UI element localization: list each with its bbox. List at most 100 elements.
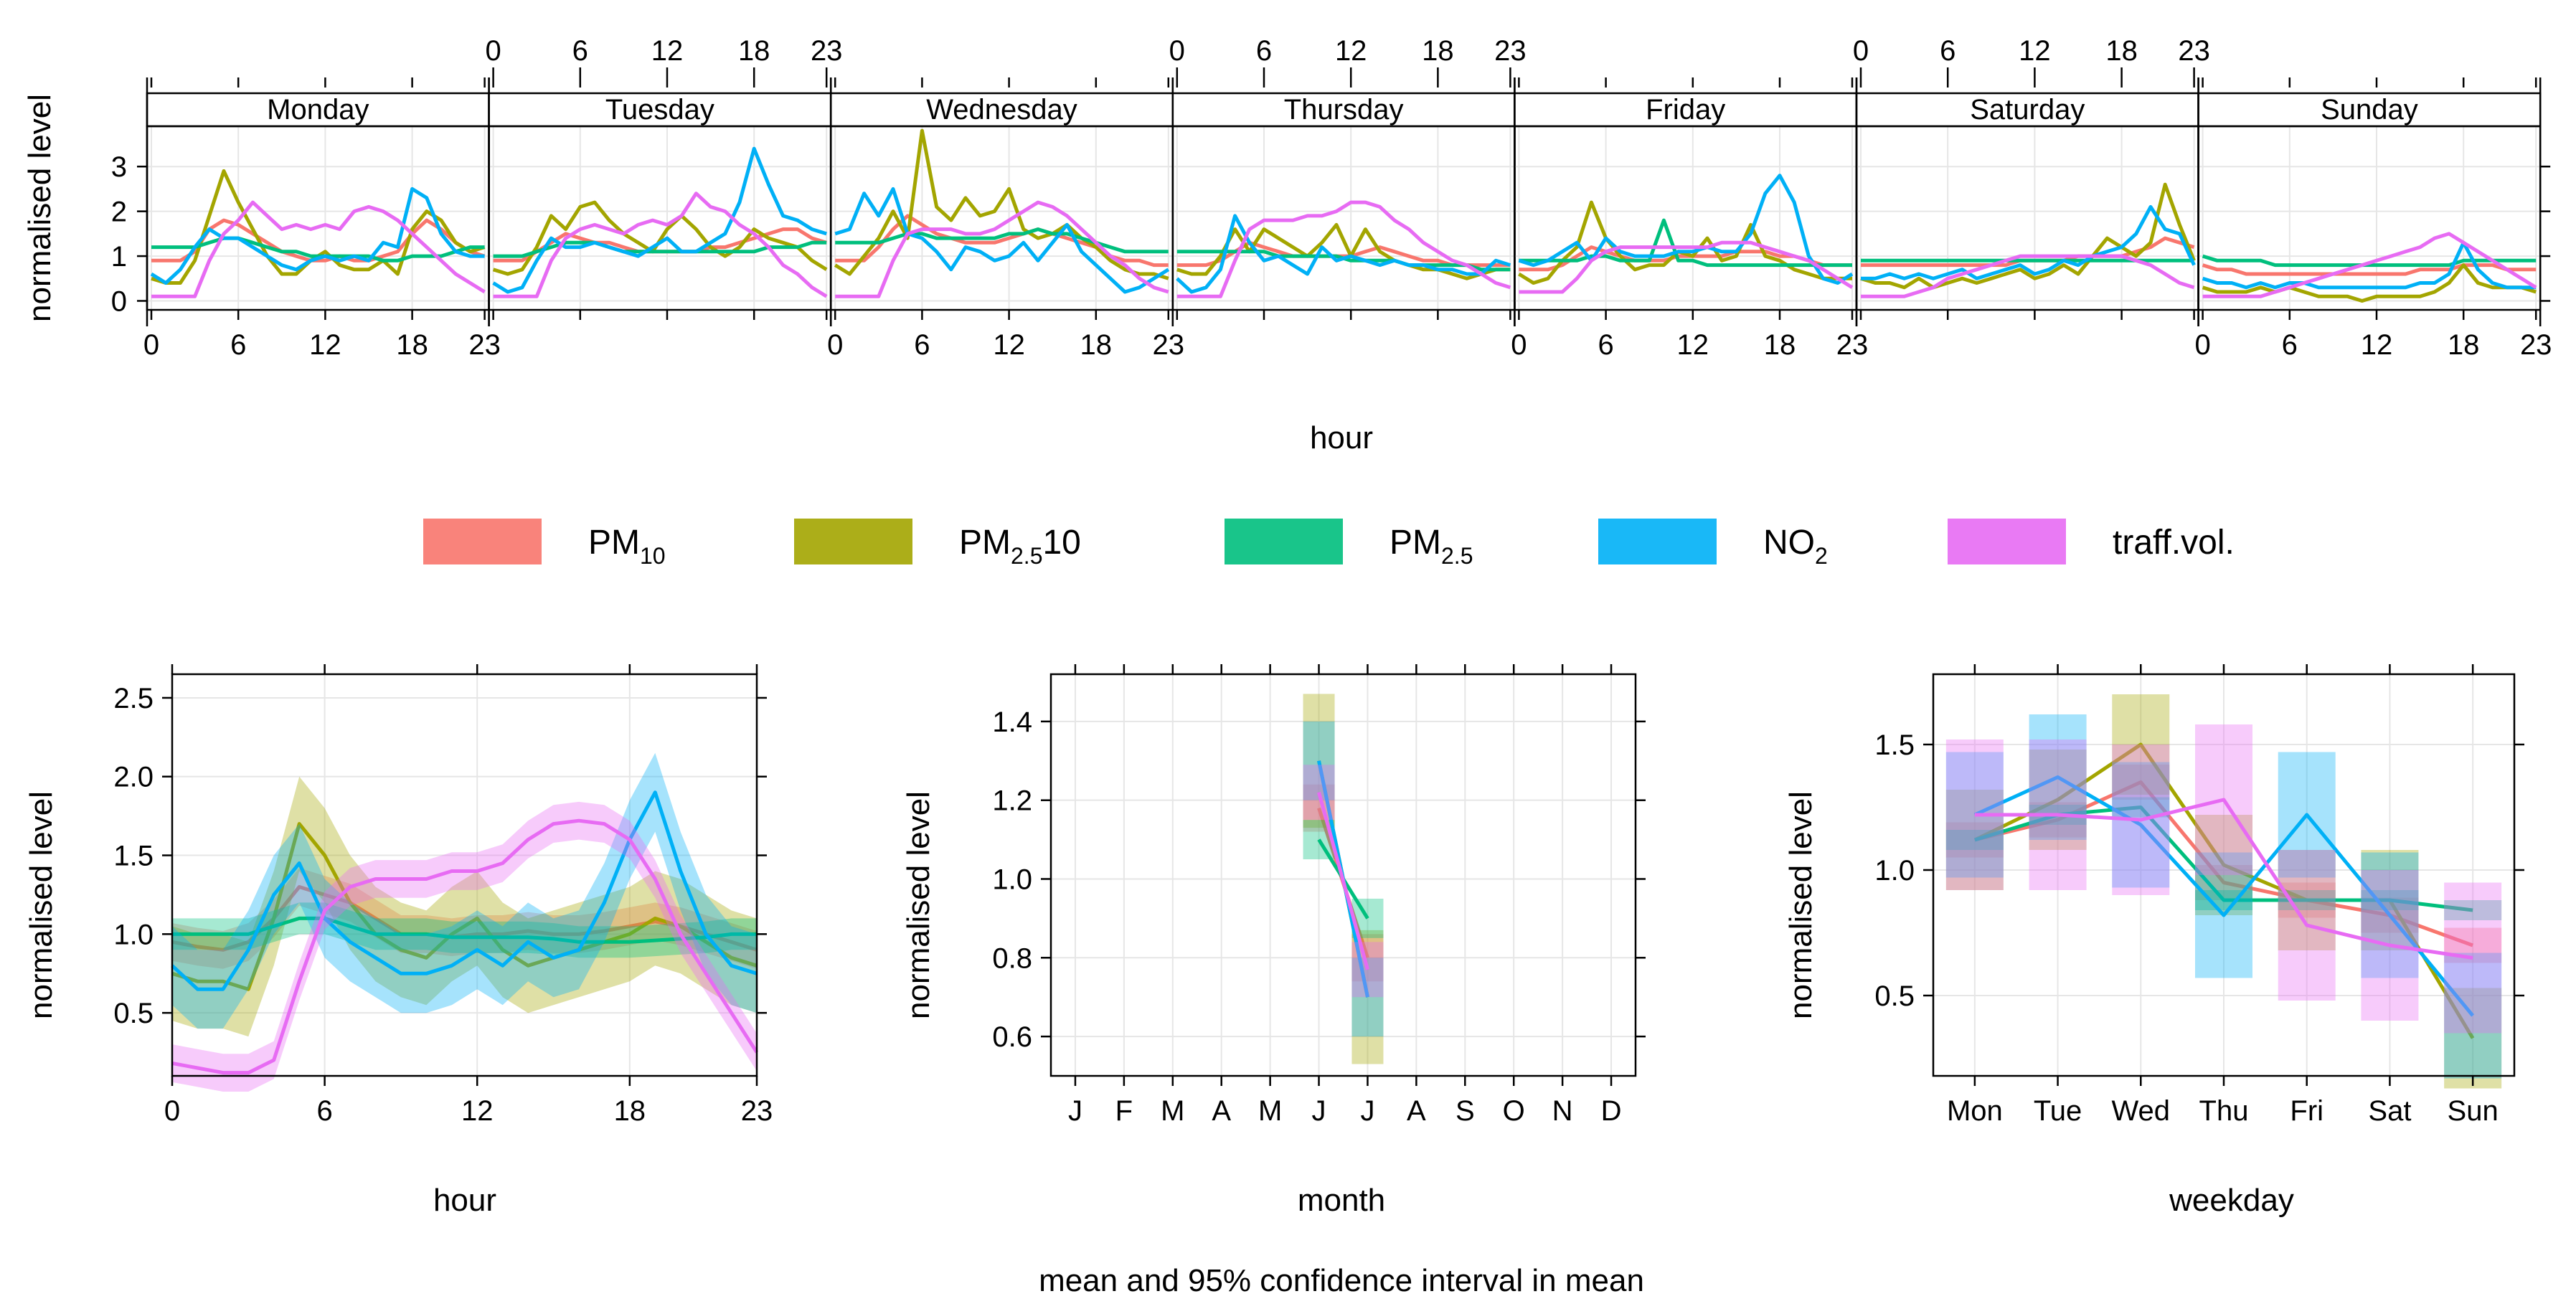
- x-tick-label: Wed: [2112, 1095, 2171, 1127]
- mean-line-traffvol: [171, 818, 759, 1075]
- legend-label-subscript: 2.5: [1441, 543, 1473, 569]
- legend-swatch: [423, 519, 542, 564]
- series-line-pm25: [151, 236, 485, 263]
- strip-label: Monday: [267, 94, 369, 126]
- y-tick-label: 3: [111, 151, 127, 183]
- x-tick-label: D: [1601, 1095, 1622, 1127]
- hour-plot: 0 6 12 18 23 0.5 1.0 1.5 2.0 2.5: [113, 664, 773, 1127]
- series-line-pm25: [2202, 254, 2537, 268]
- panel-saturday: Saturday 0 6 12 18 23: [1853, 35, 2210, 326]
- mean-line-pm25: [172, 916, 757, 944]
- legend-item-pm10: PM10: [423, 519, 666, 569]
- strip-label: Sunday: [2321, 94, 2418, 126]
- weekday-plot: Mon Tue Wed Thu Fri Sat Sun 0.5 1.0 1.5: [1874, 664, 2524, 1127]
- ci-bar-pm10: [1945, 822, 2004, 858]
- ci-bar-traffvol: [2444, 882, 2502, 1034]
- ci-band-traffvol: [172, 801, 757, 1092]
- strip-label: Saturday: [1970, 94, 2085, 126]
- x-tick-label: 0: [485, 35, 501, 67]
- x-tick-label: S: [1456, 1095, 1475, 1127]
- legend-item-pm2510: PM2.510: [794, 519, 1081, 569]
- series-line-no2: [150, 186, 485, 285]
- top-x-axis-title: hour: [1310, 420, 1373, 455]
- y-tick-label: 2.5: [113, 683, 154, 714]
- x-tick-label: 12: [309, 329, 341, 361]
- series-line-no2: [1861, 204, 2196, 280]
- x-tick-label: 23: [741, 1095, 773, 1127]
- x-tick-label: Mon: [1947, 1095, 2003, 1127]
- weekday-y-axis-title: normalised level: [1783, 791, 1818, 1019]
- x-tick-label: 18: [2105, 35, 2138, 67]
- x-tick-label: 12: [461, 1095, 494, 1127]
- x-tick-label: N: [1552, 1095, 1573, 1127]
- series-line-pm25: [835, 227, 1169, 254]
- legend-item-pm25: PM2.5: [1225, 519, 1473, 569]
- month-y-axis-title: normalised level: [901, 791, 936, 1019]
- legend-label: traff.vol.: [2113, 524, 2235, 562]
- legend-swatch: [1948, 519, 2066, 564]
- series-line-traffvol: [2202, 232, 2537, 298]
- y-tick-label: 0.6: [992, 1021, 1032, 1053]
- series-line-pm2510: [834, 128, 1169, 280]
- month-x-axis-title: month: [1298, 1183, 1385, 1218]
- x-tick-label: Tue: [2034, 1095, 2082, 1127]
- legend-label-main: traff.vol.: [2113, 524, 2235, 562]
- mean-line-no2: [1973, 775, 2475, 1017]
- x-tick-label: 12: [1335, 35, 1367, 67]
- x-tick-label: 6: [1256, 35, 1272, 67]
- hour-y-axis-title: normalised level: [24, 791, 59, 1019]
- weekday-x-axis-title: weekday: [2169, 1183, 2294, 1218]
- x-tick-label: 23: [468, 329, 501, 361]
- strip: [2197, 92, 2542, 128]
- x-tick-label: 6: [1940, 35, 1955, 67]
- y-tick-label: 0.5: [113, 998, 154, 1029]
- x-tick-label: 23: [1494, 35, 1527, 67]
- hour-x-axis-title: hour: [433, 1183, 496, 1218]
- legend-label-subscript: 2.5: [1011, 543, 1042, 569]
- x-tick-label: J: [1312, 1095, 1326, 1127]
- x-tick-label: A: [1212, 1095, 1231, 1127]
- x-tick-label: 12: [1677, 329, 1709, 361]
- series-line-no2: [834, 186, 1170, 294]
- x-tick-label: 0: [1511, 329, 1527, 361]
- panel-frame: [171, 673, 758, 1077]
- x-tick-label: 23: [1836, 329, 1869, 361]
- strip: [1514, 92, 1858, 128]
- x-tick-label: 6: [230, 329, 246, 361]
- strip-label: Wednesday: [926, 94, 1077, 126]
- x-tick-label: 18: [614, 1095, 646, 1127]
- strip-label: Thursday: [1284, 94, 1404, 126]
- x-tick-label: 6: [572, 35, 588, 67]
- x-tick-label: 0: [1853, 35, 1869, 67]
- legend-label-suffix: 10: [1042, 524, 1080, 562]
- x-tick-label: 18: [1764, 329, 1796, 361]
- legend-label: PM2.5: [1390, 524, 1473, 569]
- series-line-traffvol: [1861, 254, 2195, 298]
- x-tick-label: 12: [651, 35, 684, 67]
- x-tick-label: 23: [1153, 329, 1185, 361]
- legend-item-traffvol: traff.vol.: [1948, 519, 2235, 564]
- panel-frame: [488, 125, 832, 311]
- x-tick-label: 18: [1080, 329, 1113, 361]
- panel-monday: Monday 0 6 12 18 23: [143, 77, 501, 361]
- panel-frame: [1049, 673, 1637, 1077]
- y-tick-label: 1.2: [992, 785, 1032, 817]
- series-line-traffvol: [151, 200, 486, 298]
- series-line-pm2510: [1518, 200, 1852, 285]
- panel-frame: [829, 125, 1174, 311]
- ci-bar-pm25: [2444, 900, 2502, 920]
- series-line-pm2510: [2202, 263, 2537, 303]
- x-tick-label: 0: [2194, 329, 2210, 361]
- x-tick-label: M: [1161, 1095, 1184, 1127]
- top-y-axis-title: normalised level: [22, 94, 57, 322]
- x-tick-label: 18: [1422, 35, 1454, 67]
- x-tick-label: 0: [1169, 35, 1185, 67]
- series-line-traffvol: [835, 200, 1169, 298]
- panel-tuesday: Tuesday 0 6 12 18 23: [485, 35, 842, 326]
- series-line-traffvol: [493, 192, 828, 298]
- x-tick-label: F: [1115, 1095, 1133, 1127]
- y-tick-label: 0.5: [1874, 980, 1915, 1012]
- x-tick-label: 6: [914, 329, 930, 361]
- series-line-pm2510: [1860, 182, 2196, 290]
